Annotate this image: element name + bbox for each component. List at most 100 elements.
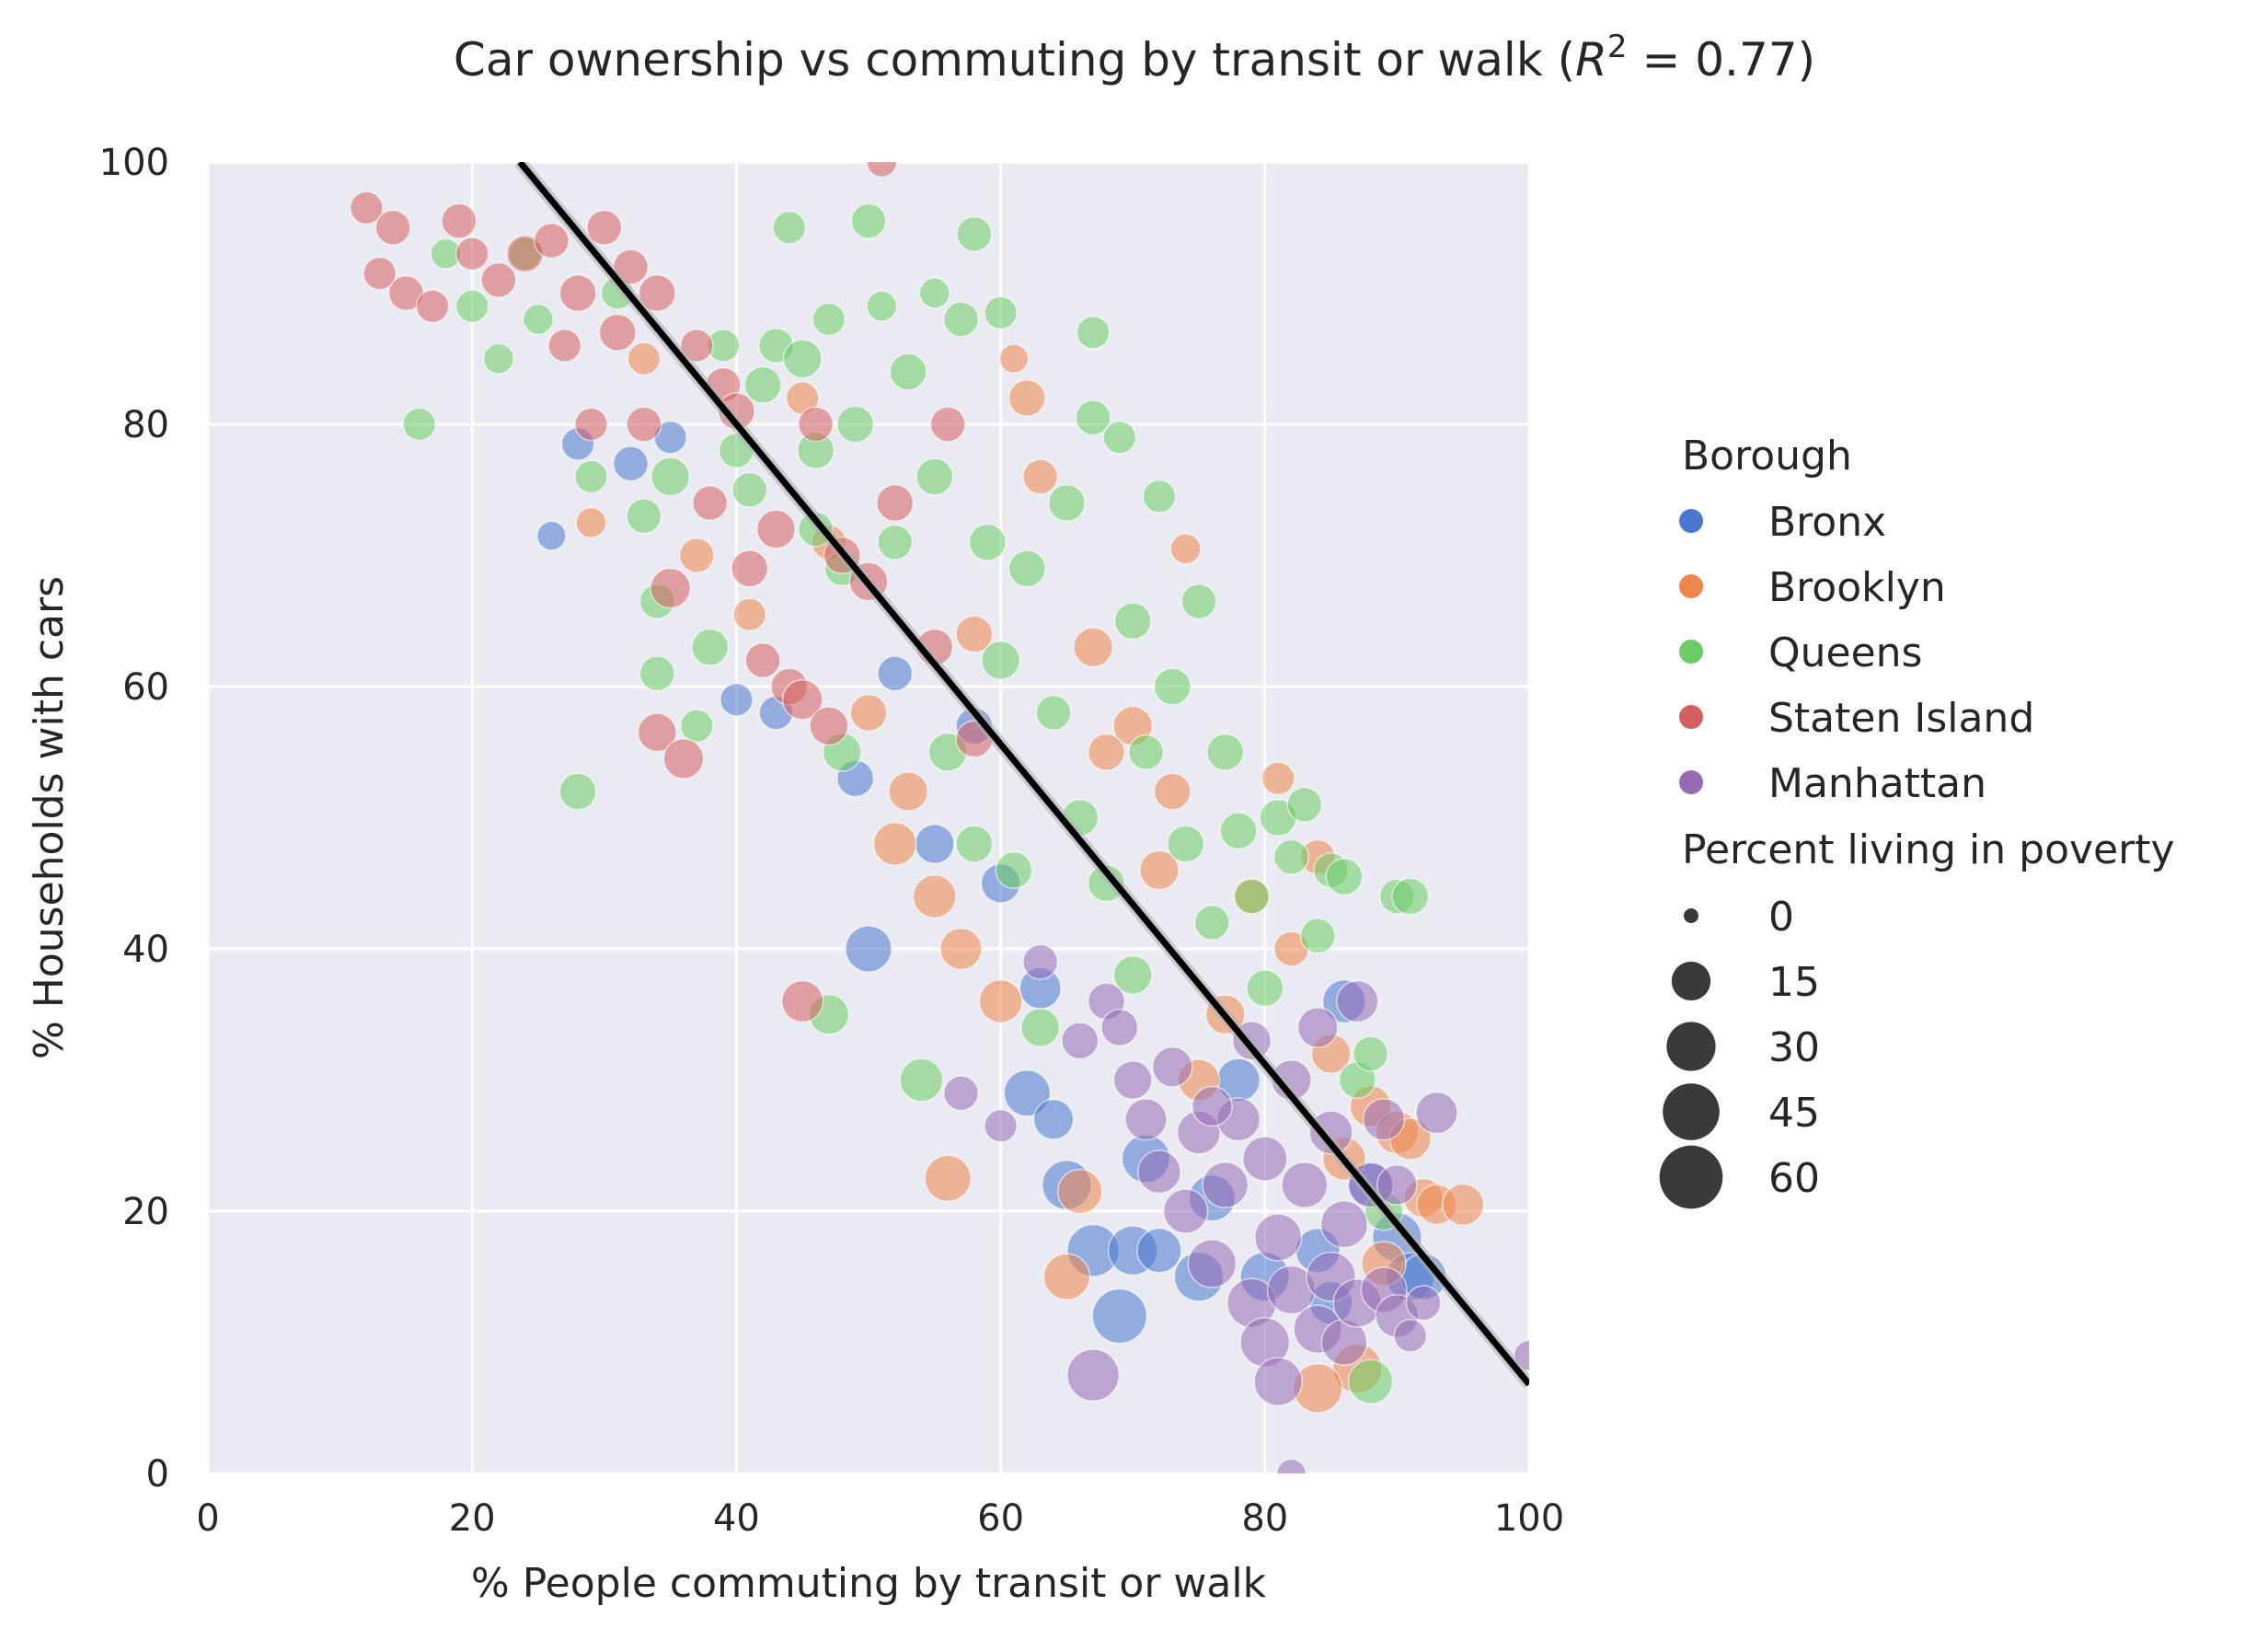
data-point — [1336, 979, 1379, 1023]
data-point — [1319, 1200, 1369, 1249]
data-point — [1206, 733, 1245, 771]
data-point — [850, 202, 887, 239]
legend-item-brooklyn: Brooklyn — [1679, 564, 1946, 611]
data-point — [1102, 420, 1137, 455]
data-point — [1219, 812, 1258, 850]
data-point — [574, 407, 608, 442]
series-staten-island — [349, 162, 994, 1023]
data-point — [744, 641, 781, 679]
data-point — [1073, 627, 1114, 668]
data-point — [995, 850, 1033, 890]
data-point — [720, 682, 754, 717]
legend-size-item: 15 — [1671, 959, 1820, 1006]
data-point — [1246, 969, 1284, 1008]
legend-size-marker — [1671, 961, 1711, 1001]
data-point — [1128, 734, 1165, 770]
title-main: Car ownership vs commuting by transit or… — [454, 33, 1575, 87]
legend-size-label: 45 — [1768, 1090, 1820, 1137]
legend-marker — [1679, 770, 1703, 794]
data-point — [849, 693, 888, 733]
data-point — [929, 406, 966, 443]
legend-size-marker — [1666, 1022, 1716, 1071]
legend-item-manhattan: Manhattan — [1679, 760, 1986, 807]
data-point — [1253, 1357, 1303, 1406]
data-point — [872, 822, 917, 866]
data-point — [1003, 1069, 1052, 1117]
data-point — [1281, 1161, 1329, 1208]
data-point — [915, 457, 954, 496]
data-point — [1187, 1239, 1238, 1288]
chart-title: Car ownership vs commuting by transit or… — [454, 29, 1815, 87]
y-axis-label: % Households with cars — [26, 576, 73, 1059]
data-point — [639, 655, 675, 692]
data-point — [956, 215, 993, 252]
legend-size-marker — [1684, 908, 1698, 923]
data-point — [480, 261, 517, 298]
regression-line-group — [514, 162, 1529, 1389]
data-point — [866, 162, 898, 179]
data-point — [1192, 1085, 1233, 1127]
data-point — [877, 655, 914, 692]
data-point — [1113, 602, 1152, 641]
data-point — [1393, 1319, 1428, 1353]
data-point — [981, 641, 1021, 680]
y-tick-label: 0 — [146, 1453, 169, 1496]
data-point — [574, 459, 608, 494]
data-point — [1362, 1098, 1406, 1141]
legend-label: Manhattan — [1768, 760, 1986, 807]
data-points — [349, 162, 1529, 1473]
data-point — [912, 874, 957, 918]
data-point — [1299, 918, 1336, 954]
data-point — [1405, 1285, 1442, 1322]
data-point — [968, 523, 1007, 561]
legend-label: Bronx — [1768, 499, 1886, 546]
data-point — [1169, 533, 1202, 565]
data-point — [1124, 1098, 1168, 1141]
data-point — [1233, 878, 1270, 915]
data-point — [1261, 761, 1295, 796]
data-point — [1047, 483, 1086, 523]
title-superscript: 2 — [1607, 29, 1628, 65]
data-point — [626, 406, 662, 443]
data-point — [914, 824, 955, 864]
data-point — [482, 342, 514, 375]
data-point — [650, 567, 691, 609]
legend-size-label: 30 — [1768, 1024, 1820, 1071]
data-point — [943, 301, 980, 338]
data-point — [1136, 1228, 1182, 1274]
data-point — [575, 506, 607, 538]
legend-marker — [1679, 705, 1703, 729]
data-point — [781, 678, 823, 721]
data-point — [1076, 315, 1111, 350]
data-point — [876, 483, 915, 523]
data-point — [731, 471, 768, 508]
data-point — [522, 303, 555, 336]
data-point — [1415, 1091, 1458, 1135]
data-point — [441, 202, 478, 239]
legend-item-bronx: Bronx — [1679, 499, 1886, 546]
title-variable: R — [1575, 33, 1607, 87]
legend-size-label: 15 — [1768, 959, 1820, 1006]
x-tick-label: 0 — [196, 1497, 219, 1540]
legend-size-label: 0 — [1768, 894, 1794, 941]
data-point — [836, 405, 875, 444]
data-point — [1254, 1213, 1303, 1262]
data-point — [374, 209, 411, 246]
data-point — [613, 445, 650, 482]
legend-size-title: Percent living in poverty — [1682, 826, 2175, 873]
data-point — [812, 302, 846, 337]
data-point — [1153, 772, 1192, 811]
y-tick-label: 20 — [122, 1191, 169, 1233]
data-point — [955, 825, 994, 863]
series-manhattan — [943, 943, 1529, 1473]
x-axis-label: % People commuting by transit or walk — [471, 1560, 1267, 1607]
data-point — [455, 289, 489, 324]
x-tick-label: 40 — [713, 1497, 760, 1540]
data-point — [1087, 733, 1126, 771]
data-point — [678, 537, 715, 574]
data-point — [955, 615, 994, 653]
y-tick-label: 100 — [99, 142, 169, 184]
data-point — [877, 524, 914, 560]
